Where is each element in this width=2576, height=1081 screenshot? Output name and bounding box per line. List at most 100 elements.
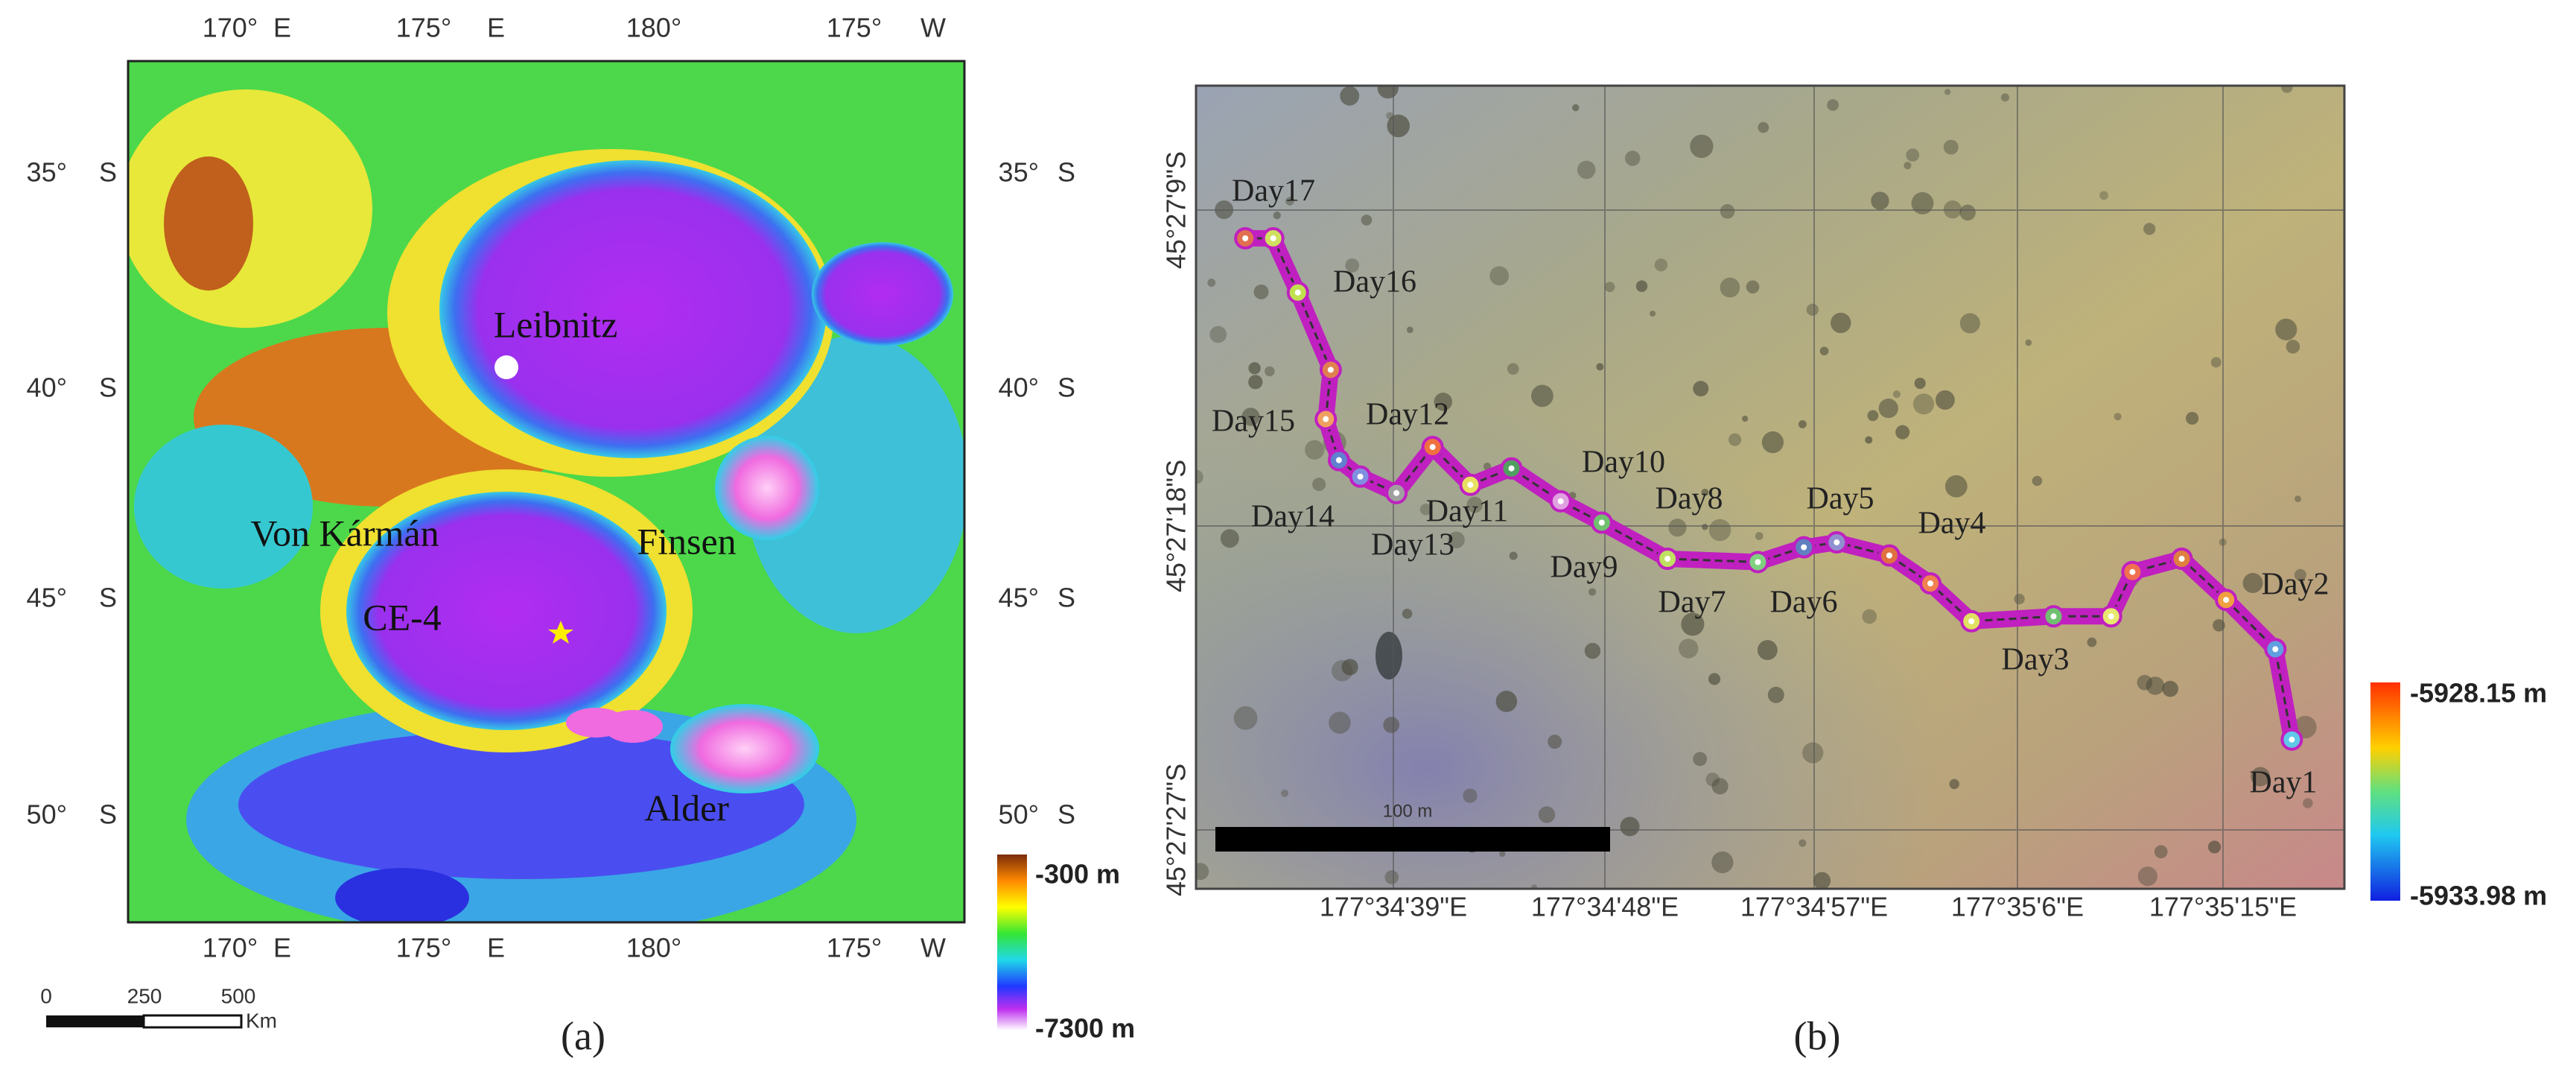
crater <box>2294 495 2301 502</box>
stop-dot <box>1294 289 1301 296</box>
crater <box>1701 488 1709 496</box>
left-axis-label: S <box>99 799 117 830</box>
crater <box>1904 162 1912 170</box>
crater <box>1577 160 1596 180</box>
crater <box>1463 788 1478 803</box>
longitude-label: 177°34'39"E <box>1320 892 1467 922</box>
crater <box>1705 773 1720 787</box>
day-label: Day9 <box>1551 551 1618 585</box>
top-axis-label: W <box>920 13 946 43</box>
crater <box>1831 312 1851 334</box>
crater <box>1819 346 1829 356</box>
scale-bar <box>1215 827 1610 852</box>
bottom-axis-label: 175° <box>396 933 451 963</box>
crater <box>1507 363 1519 375</box>
crater <box>1434 393 1453 411</box>
crater <box>1489 266 1510 286</box>
crater <box>1708 519 1731 542</box>
bottom-axis-label: 180° <box>626 933 681 963</box>
crater <box>1702 524 1708 530</box>
top-axis-label: 170° <box>203 13 258 43</box>
crater <box>1495 691 1518 712</box>
crater <box>1509 551 1518 560</box>
longitude-label: 177°35'15"E <box>2149 892 2297 922</box>
crater <box>1340 86 1360 106</box>
left-axis-label: 40° <box>27 373 67 403</box>
crater <box>1865 436 1873 444</box>
crater <box>1329 711 1351 734</box>
stop-dot <box>1755 559 1761 565</box>
crater <box>2099 191 2109 200</box>
crater <box>2303 798 2313 808</box>
bottom-axis-label: 170° <box>203 933 258 963</box>
latitude-label: 45°27'27"S <box>1161 764 1192 896</box>
crater <box>2210 357 2222 368</box>
scale-bar-label: 0 <box>40 984 52 1007</box>
crater <box>1377 86 1399 99</box>
left-axis-label: 45° <box>27 583 67 613</box>
crater <box>1959 204 1976 221</box>
crater <box>2207 840 2222 854</box>
crater <box>1802 742 1824 764</box>
stop-dot <box>1801 544 1807 551</box>
crater <box>1959 313 1980 334</box>
crater <box>1708 673 1721 685</box>
crater <box>1241 408 1260 426</box>
crater <box>2014 593 2025 605</box>
crater <box>1757 640 1778 661</box>
scale-bar-label: 250 <box>127 984 162 1007</box>
day-label: Day1 <box>2250 766 2318 800</box>
left-axis-label: S <box>99 583 117 613</box>
crater <box>1220 529 1239 548</box>
crater <box>1720 203 1735 219</box>
crater <box>1448 531 1465 549</box>
left-axis-label: S <box>99 157 117 188</box>
crater <box>1624 150 1641 166</box>
colorbar-label: -5933.98 m <box>2410 881 2547 911</box>
feature-label: Alder <box>644 787 729 828</box>
map-frame <box>127 60 966 924</box>
crater <box>1767 686 1784 703</box>
colorbar-label: -300 m <box>1035 859 1120 890</box>
scale-bar <box>142 1014 243 1029</box>
crater <box>1892 390 1901 399</box>
crater <box>1806 303 1819 316</box>
crater <box>1813 872 1831 889</box>
day-label: Day17 <box>1232 174 1315 209</box>
left-axis-label: 35° <box>27 157 67 188</box>
top-axis-label: 175° <box>827 13 882 43</box>
crater <box>1285 197 1294 206</box>
feature-label: Von Kármán <box>250 512 439 554</box>
crater <box>1679 638 1699 659</box>
day-label: Day12 <box>1366 398 1449 432</box>
crater <box>2143 223 2156 235</box>
crater <box>1341 659 1358 676</box>
stop-dot <box>1270 235 1276 241</box>
stop-dot <box>2050 613 2057 620</box>
top-axis-label: E <box>273 13 291 43</box>
map-frame <box>1195 84 2346 890</box>
crater <box>2294 568 2306 581</box>
scale-bar-label: 100 m <box>1383 801 1433 821</box>
crater <box>1949 779 1959 790</box>
left-axis-label: S <box>99 373 117 403</box>
crater <box>2000 93 2009 102</box>
crater <box>1253 284 1269 299</box>
crater <box>2087 637 2097 647</box>
latitude-label: 45°27'18"S <box>1161 460 1192 592</box>
crater <box>1384 870 1399 884</box>
bottom-axis-label: W <box>920 933 946 963</box>
crater <box>2281 86 2293 93</box>
crater <box>1878 398 1898 419</box>
crater <box>1386 112 1394 120</box>
stop-dot <box>1393 489 1400 496</box>
crater <box>1943 139 1959 155</box>
crater <box>1548 735 1562 749</box>
crater <box>1668 519 1687 537</box>
latitude-label: 45°27'9"S <box>1161 151 1192 269</box>
colorbar-label: -7300 m <box>1035 1013 1135 1044</box>
stop-dot <box>1927 580 1934 587</box>
stop-dot <box>1886 552 1892 559</box>
crater <box>2242 573 2263 594</box>
